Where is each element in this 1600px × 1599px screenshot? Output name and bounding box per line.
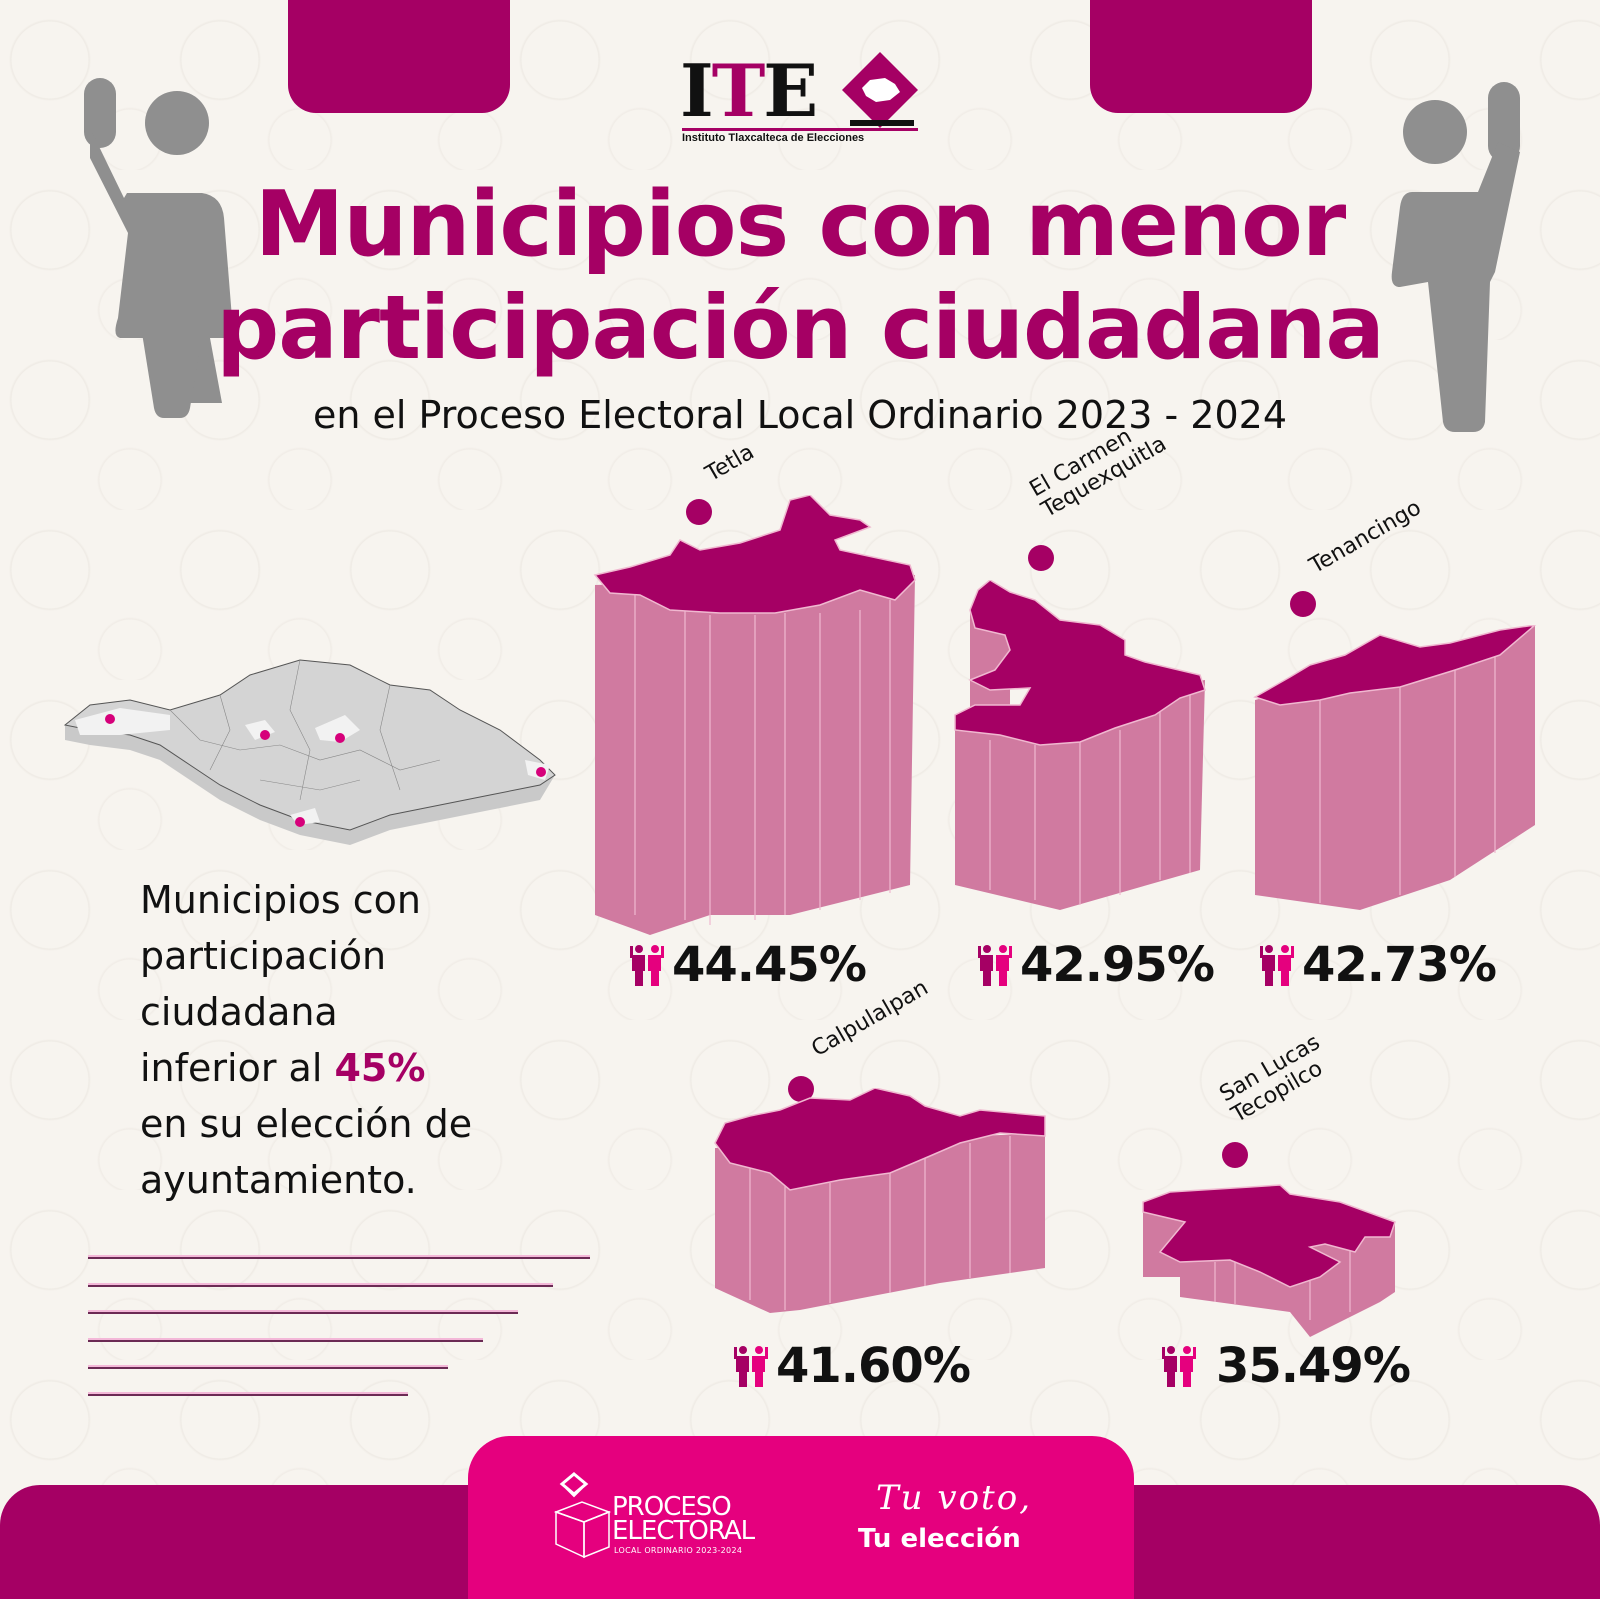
percentage-value: 42.73%	[1302, 937, 1497, 993]
page-title-line1: Municipios con menor	[254, 172, 1346, 277]
decorative-line	[88, 1367, 448, 1369]
decorative-line	[88, 1285, 553, 1287]
participation-percentage: 42.73%	[1260, 937, 1497, 993]
description-line: inferior al 45%	[140, 1040, 560, 1096]
decorative-line	[88, 1257, 590, 1259]
footer-panel: PROCESO ELECTORAL LOCAL ORDINARIO 2023-2…	[468, 1436, 1134, 1599]
page-title-line2: participación ciudadana	[216, 276, 1385, 379]
slogan: Tu voto, Tu elección	[846, 1476, 1046, 1566]
man-raising-hand-icon	[1391, 82, 1520, 432]
san-lucas-tecopilco-3d-shape	[1142, 1184, 1396, 1337]
location-pin-icon	[686, 499, 712, 525]
logo-text-line1: PROCESO	[612, 1492, 732, 1522]
municipality-label: San Lucas Tecopilco	[1216, 1030, 1336, 1128]
location-pin-icon	[1028, 545, 1054, 571]
location-pin-icon	[1222, 1142, 1248, 1168]
municipality-tetla: Tetla 44.45%	[590, 440, 920, 993]
ite-logo-subtitle: Instituto Tlaxcalteca de Elecciones	[682, 128, 918, 144]
location-pin-icon	[1290, 591, 1316, 617]
decorative-line	[88, 1312, 518, 1314]
tenancingo-3d-shape	[1253, 625, 1537, 910]
woman-raising-hand-icon	[84, 78, 232, 418]
calpulalpan-3d-shape	[714, 1088, 1046, 1313]
ite-logo: ITE Instituto Tlaxcalteca de Elecciones	[680, 50, 920, 145]
municipality-label: Tenancingo	[1305, 495, 1426, 579]
slogan-bold: Tu elección	[858, 1524, 1021, 1554]
threshold-highlight: 45%	[334, 1046, 426, 1090]
decorative-line	[88, 1340, 483, 1342]
participation-percentage: 35.49%	[1162, 1338, 1411, 1394]
municipality-calpulalpan: Calpulalpan 41.60%	[710, 975, 1060, 1420]
logo-text-line3: LOCAL ORDINARIO 2023-2024	[614, 1546, 743, 1555]
percentage-value: 35.49%	[1216, 1338, 1411, 1394]
ballot-diamond-icon	[842, 52, 918, 128]
percentage-value: 42.95%	[1020, 937, 1215, 993]
people-raising-hands-icon	[734, 1346, 768, 1387]
description-prefix: inferior al	[140, 1046, 335, 1090]
participation-percentage: 44.45%	[630, 937, 867, 993]
page-subtitle: en el Proceso Electoral Local Ordinario …	[312, 393, 1288, 437]
ite-logo-letters: ITE	[680, 48, 818, 133]
tetla-3d-shape	[593, 495, 916, 935]
description-line: participación	[140, 934, 387, 978]
participation-percentage: 41.60%	[734, 1338, 971, 1394]
participation-percentage: 42.95%	[978, 937, 1215, 993]
decorative-line	[88, 1394, 408, 1396]
description-line: en su elección de	[140, 1102, 473, 1146]
top-decoration-tab-right	[1090, 0, 1312, 113]
logo-text-line2: ELECTORAL	[612, 1516, 755, 1546]
description-text: Municipios con participación ciudadana i…	[140, 872, 560, 1208]
people-raising-hands-icon	[1260, 945, 1294, 986]
percentage-value: 44.45%	[672, 937, 867, 993]
description-line: Municipios con	[140, 878, 421, 922]
description-line: ciudadana	[140, 990, 338, 1034]
municipality-tenancingo: Tenancingo 42.73%	[1250, 455, 1540, 993]
slogan-script: Tu voto,	[876, 1478, 1033, 1518]
people-raising-hands-icon	[1162, 1346, 1196, 1387]
el-carmen-3d-shape	[954, 580, 1206, 910]
description-line: ayuntamiento.	[140, 1158, 417, 1202]
ballot-box-icon	[554, 1472, 612, 1559]
people-raising-hands-icon	[978, 945, 1012, 986]
proceso-electoral-logo: PROCESO ELECTORAL LOCAL ORDINARIO 2023-2…	[554, 1472, 755, 1562]
municipality-san-lucas-tecopilco: San Lucas Tecopilco 35.49%	[1140, 1030, 1420, 1420]
top-decoration-tab-left	[288, 0, 510, 113]
municipality-el-carmen-tequexquitla: El Carmen Tequexquitla 42.95%	[950, 424, 1220, 993]
people-raising-hands-icon	[630, 945, 664, 986]
percentage-value: 41.60%	[776, 1338, 971, 1394]
tlaxcala-state-map	[63, 659, 556, 845]
